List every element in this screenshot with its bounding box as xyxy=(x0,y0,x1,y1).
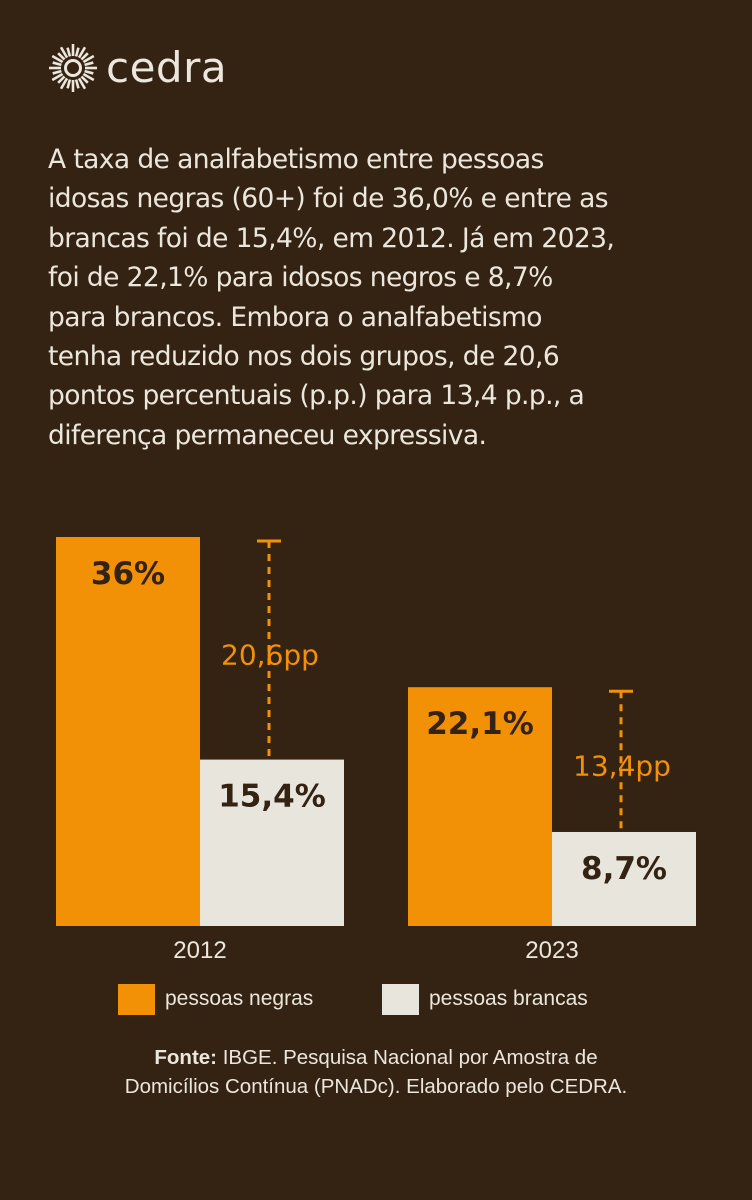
legend-item-brancas: pessoas brancas xyxy=(382,983,588,1015)
bar-brancas-2023 xyxy=(552,831,696,926)
sun-core xyxy=(64,59,82,77)
bar-brancas-2012 xyxy=(200,759,344,926)
source-line-1: Fonte: IBGE. Pesquisa Nacional por Amost… xyxy=(0,1043,752,1072)
legend-swatch-brancas xyxy=(382,983,419,1015)
sun-ray xyxy=(59,46,69,59)
sun-ray xyxy=(52,69,62,75)
source-label: Fonte: xyxy=(154,1046,218,1069)
x-tick-label: 2012 xyxy=(173,937,226,964)
sun-ray xyxy=(51,72,64,82)
legend-swatch-negras xyxy=(118,983,155,1015)
sun-ray xyxy=(77,77,87,90)
sun-ray xyxy=(74,79,80,89)
source-line-2: Domicílios Contínua (PNADc). Elaborado p… xyxy=(124,1075,628,1098)
bar-negras-2012 xyxy=(56,537,200,926)
gap-label: 13,4pp xyxy=(573,750,671,783)
sun-ray xyxy=(51,54,64,64)
sun-burst-icon xyxy=(49,44,97,92)
sun-ray xyxy=(80,52,89,61)
legend-item-negras: pessoas negras xyxy=(118,983,313,1015)
sun-ray xyxy=(59,77,69,90)
sun-ray xyxy=(84,61,94,67)
bar-value-label: 36% xyxy=(91,556,165,592)
legend-label: pessoas brancas xyxy=(429,987,588,1010)
brand-name: cedra xyxy=(106,43,228,92)
sun-ray xyxy=(82,54,95,64)
bar-value-label: 8,7% xyxy=(581,851,667,887)
gap-label: 20,6pp xyxy=(221,638,319,671)
sun-ray xyxy=(82,72,95,82)
intro-paragraph: A taxa de analfabetismo entre pessoas id… xyxy=(48,144,615,451)
bar-group-2012: 36% 15,4% 20,6pp 2012 xyxy=(56,537,344,964)
sun-ray xyxy=(66,47,72,57)
sun-ray xyxy=(57,52,66,61)
bar-group-2023: 22,1% 8,7% 13,4pp 2023 xyxy=(408,687,696,964)
sun-ray xyxy=(57,75,66,84)
sun-ray xyxy=(77,46,87,59)
legend: pessoas negras pessoas brancas xyxy=(0,983,752,1015)
sun-ray xyxy=(66,79,72,89)
sun-ray xyxy=(84,69,94,75)
sun-ray xyxy=(74,47,80,57)
sun-ray xyxy=(80,75,89,84)
source-note: Fonte: IBGE. Pesquisa Nacional por Amost… xyxy=(0,1043,752,1101)
legend-label: pessoas negras xyxy=(165,987,314,1010)
brand-logo: cedra xyxy=(48,40,227,96)
source-text-1: IBGE. Pesquisa Nacional por Amostra de xyxy=(217,1046,598,1069)
bar-chart: 36% 15,4% 20,6pp 2012 22,1% 8,7% 13,4pp 2023 xyxy=(56,537,696,964)
bar-value-label: 15,4% xyxy=(218,779,326,815)
bar-negras-2023 xyxy=(408,687,552,926)
sun-ray xyxy=(52,61,62,67)
x-tick-label: 2023 xyxy=(525,937,578,964)
bar-value-label: 22,1% xyxy=(426,706,534,742)
